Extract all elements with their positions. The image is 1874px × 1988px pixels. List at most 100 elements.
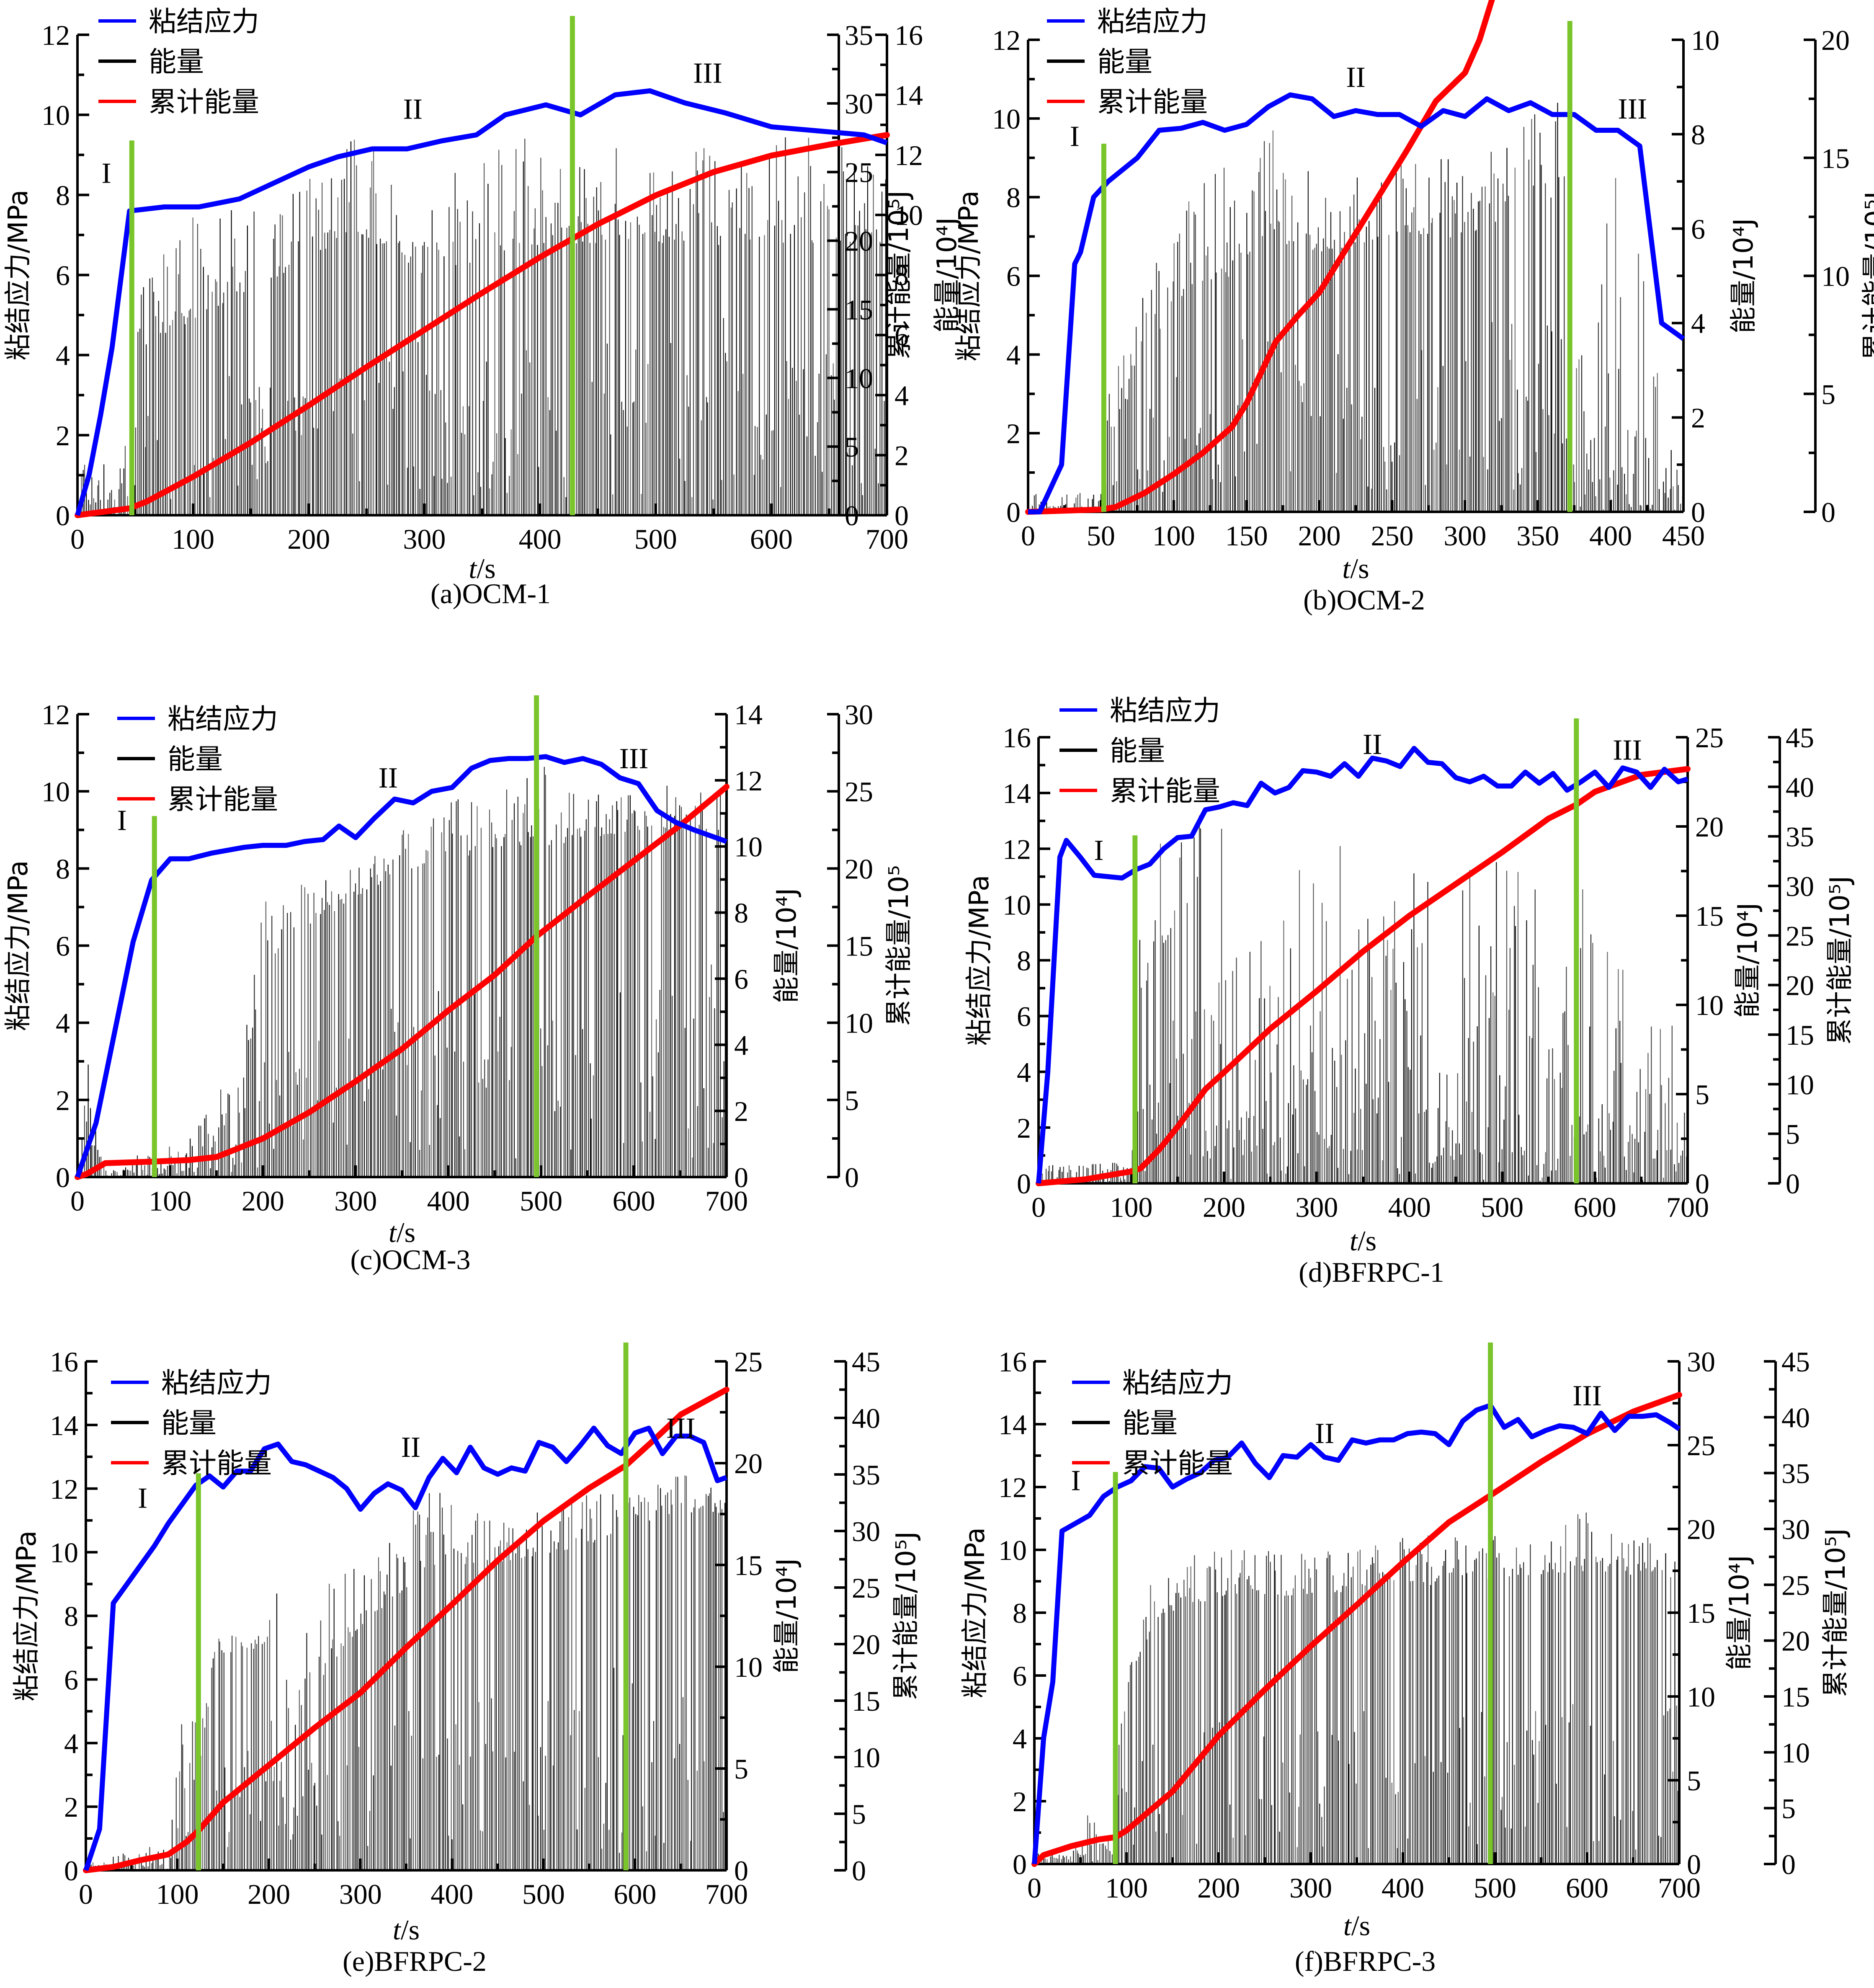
left-tick-label: 4 <box>1017 1056 1031 1088</box>
legend-label-cumulative: 累计能量 <box>161 1447 272 1479</box>
cumulative-tick-label: 30 <box>845 699 873 731</box>
energy-tick-label: 14 <box>734 699 763 731</box>
cumulative-axis-title: 累计能量/10⁵J <box>1820 1528 1851 1697</box>
energy-axis-title: 能量/10⁴J <box>1732 903 1763 1018</box>
energy-tick-label: 10 <box>734 1651 763 1683</box>
left-tick-label: 4 <box>1006 339 1021 371</box>
cumulative-tick-label: 10 <box>1781 1737 1810 1769</box>
x-tick-label: 200 <box>287 523 330 555</box>
x-tick-label: 400 <box>427 1185 470 1217</box>
cumulative-tick-label: 0 <box>845 500 859 532</box>
x-axis-title-unit: /s <box>1351 1910 1370 1942</box>
stage-label: II <box>401 1431 421 1464</box>
energy-tick-label: 30 <box>1687 1346 1715 1378</box>
legend-label-energy: 能量 <box>149 46 204 78</box>
left-axis-title: 粘结应力/MPa <box>11 1531 42 1701</box>
bond-stress-line <box>1032 1403 1681 1864</box>
x-axis-title-unit: /s <box>397 1216 415 1248</box>
left-tick-label: 4 <box>56 340 70 372</box>
cumulative-tick-label: 5 <box>845 1084 859 1116</box>
energy-tick-label: 0 <box>1695 1168 1709 1200</box>
stage-label: I <box>138 1482 147 1514</box>
left-tick-label: 6 <box>56 930 70 962</box>
cumulative-tick-label: 15 <box>845 294 873 325</box>
cumulative-tick-label: 25 <box>1786 920 1814 952</box>
energy-tick-label: 2 <box>734 1095 748 1127</box>
panel-caption: (c)OCM-3 <box>350 1244 470 1275</box>
left-tick-label: 6 <box>64 1664 78 1696</box>
stage-label: II <box>1363 728 1382 761</box>
cumulative-tick-label: 35 <box>1781 1458 1810 1490</box>
cumulative-energy-line <box>1025 0 1495 515</box>
panel-caption: (b)OCM-2 <box>1303 584 1425 616</box>
x-tick-label: 300 <box>334 1185 377 1217</box>
cumulative-axis-title: 累计能量/10⁵J <box>891 1531 922 1701</box>
legend-label-energy: 能量 <box>1122 1407 1178 1439</box>
x-tick-label: 200 <box>247 1878 290 1910</box>
x-tick-label: 0 <box>1031 1191 1046 1223</box>
legend-label-cumulative: 累计能量 <box>1122 1447 1233 1479</box>
cumulative-tick-label: 30 <box>845 88 873 120</box>
energy-axis-title: 能量/10⁴J <box>771 1558 802 1674</box>
x-tick-label: 250 <box>1371 520 1413 552</box>
cumulative-tick-label: 35 <box>1786 821 1814 853</box>
cumulative-tick-label: 10 <box>852 1742 880 1774</box>
x-axis-title: t/s <box>1342 553 1369 584</box>
energy-tick-label: 6 <box>734 963 748 995</box>
cumulative-tick-label: 10 <box>1821 261 1850 292</box>
left-tick-label: 2 <box>1006 418 1021 449</box>
left-tick-label: 12 <box>1003 833 1031 865</box>
energy-tick-label: 4 <box>734 1029 748 1061</box>
cumulative-tick-label: 40 <box>852 1402 880 1434</box>
left-tick-label: 16 <box>1003 722 1031 754</box>
energy-tick-label: 0 <box>1687 1849 1701 1880</box>
cumulative-tick-label: 25 <box>845 157 873 188</box>
left-tick-label: 6 <box>56 260 70 292</box>
left-axis-title: 粘结应力/MPa <box>3 190 34 361</box>
x-tick-label: 300 <box>339 1878 382 1910</box>
cumulative-tick-label: 30 <box>1781 1513 1810 1545</box>
cumulative-energy-line <box>75 784 729 1180</box>
energy-tick-label: 10 <box>1691 24 1719 56</box>
x-tick-label: 500 <box>1481 1191 1523 1223</box>
energy-tick-label: 20 <box>734 1448 763 1479</box>
legend-label-cumulative: 累计能量 <box>149 86 259 118</box>
legend-label-stress: 粘结应力 <box>1110 695 1220 727</box>
x-tick-label: 100 <box>1152 520 1195 552</box>
left-tick-label: 0 <box>56 500 70 532</box>
left-tick-label: 14 <box>50 1410 78 1441</box>
cumulative-tick-label: 35 <box>852 1459 880 1491</box>
x-axis-title-var: t <box>1343 1910 1352 1942</box>
x-tick-label: 150 <box>1225 520 1268 552</box>
x-tick-label: 100 <box>1105 1872 1148 1904</box>
x-tick-label: 450 <box>1662 520 1705 552</box>
x-axis-title: t/s <box>469 553 495 584</box>
left-tick-label: 12 <box>998 1472 1027 1503</box>
left-tick-label: 0 <box>56 1162 70 1193</box>
cumulative-tick-label: 40 <box>1781 1402 1810 1433</box>
x-tick-label: 700 <box>1666 1191 1709 1223</box>
cumulative-axis-title: 累计能量/10⁵J <box>884 191 915 360</box>
left-tick-label: 4 <box>64 1727 78 1759</box>
stage-label: II <box>1315 1417 1335 1450</box>
left-tick-label: 16 <box>50 1346 78 1378</box>
x-tick-label: 300 <box>403 523 446 555</box>
cumulative-energy-line <box>75 132 890 518</box>
x-tick-label: 100 <box>149 1185 191 1217</box>
stage-label: I <box>101 157 111 190</box>
x-axis-title: t/s <box>389 1216 415 1248</box>
energy-spikes <box>1035 1513 1678 1864</box>
x-tick-label: 100 <box>156 1878 199 1910</box>
x-tick-label: 400 <box>519 523 562 555</box>
left-tick-label: 0 <box>64 1855 78 1887</box>
cumulative-tick-label: 45 <box>852 1346 880 1378</box>
energy-tick-label: 10 <box>894 199 923 231</box>
cumulative-tick-label: 10 <box>845 362 873 394</box>
cumulative-tick-label: 25 <box>1781 1569 1810 1601</box>
x-tick-label: 0 <box>70 1185 85 1217</box>
